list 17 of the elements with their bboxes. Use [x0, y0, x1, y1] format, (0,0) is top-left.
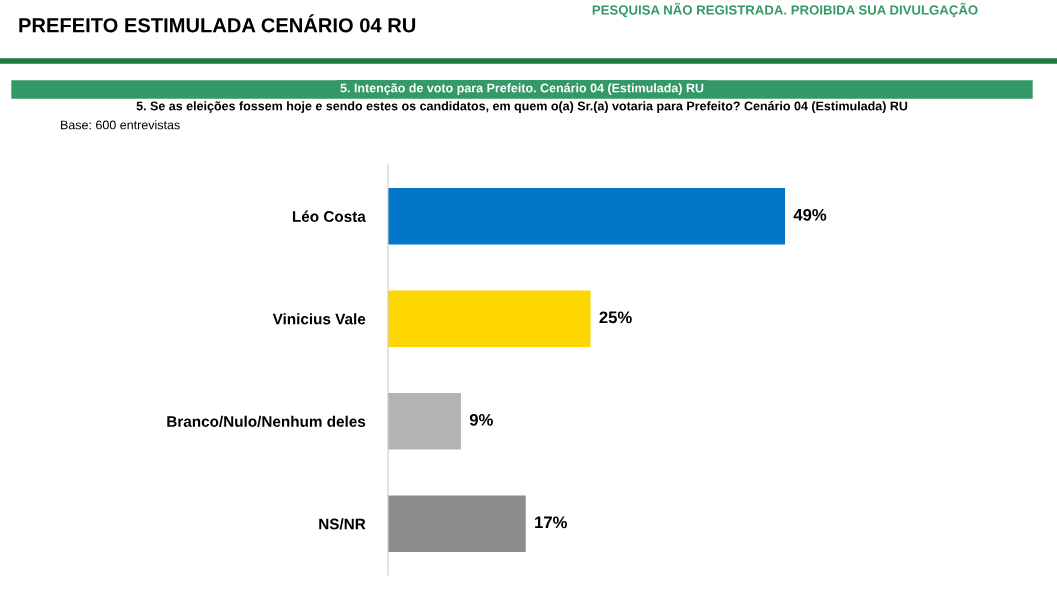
bar	[388, 393, 461, 450]
chart-subtitle: 5. Intenção de voto para Prefeito. Cenário 04 (Estimulada) RU	[340, 83, 704, 95]
bar	[388, 188, 785, 245]
data-label: 25%	[599, 311, 632, 324]
y-tick-label: Vinicius Vale	[272, 313, 366, 325]
data-label: 49%	[793, 208, 827, 221]
text: Base: 600 entrevistas	[61, 120, 180, 130]
y-tick-label: Branco/Nulo/Nenhum deles	[167, 415, 366, 428]
text: PREFEITO ESTIMULADA CENÁRIO 04 RU	[19, 14, 416, 33]
data-label: 9%	[469, 413, 493, 426]
text: 5. Se as eleições fossem hoje e sendo estes os candidatos, em quem o(a) Sr.(a) votaria para Prefeito? Cenário 04 (Estimulada) RU	[136, 101, 908, 113]
bar	[388, 290, 591, 347]
y-tick-label: NS/NR	[319, 518, 366, 530]
data-label: 17%	[535, 516, 567, 529]
bar	[388, 495, 526, 552]
y-tick-label: Léo Costa	[292, 210, 366, 222]
text: PESQUISA NÃO REGISTRADA. PROIBIDA SUA DIVULGAÇÃO	[592, 2, 978, 18]
